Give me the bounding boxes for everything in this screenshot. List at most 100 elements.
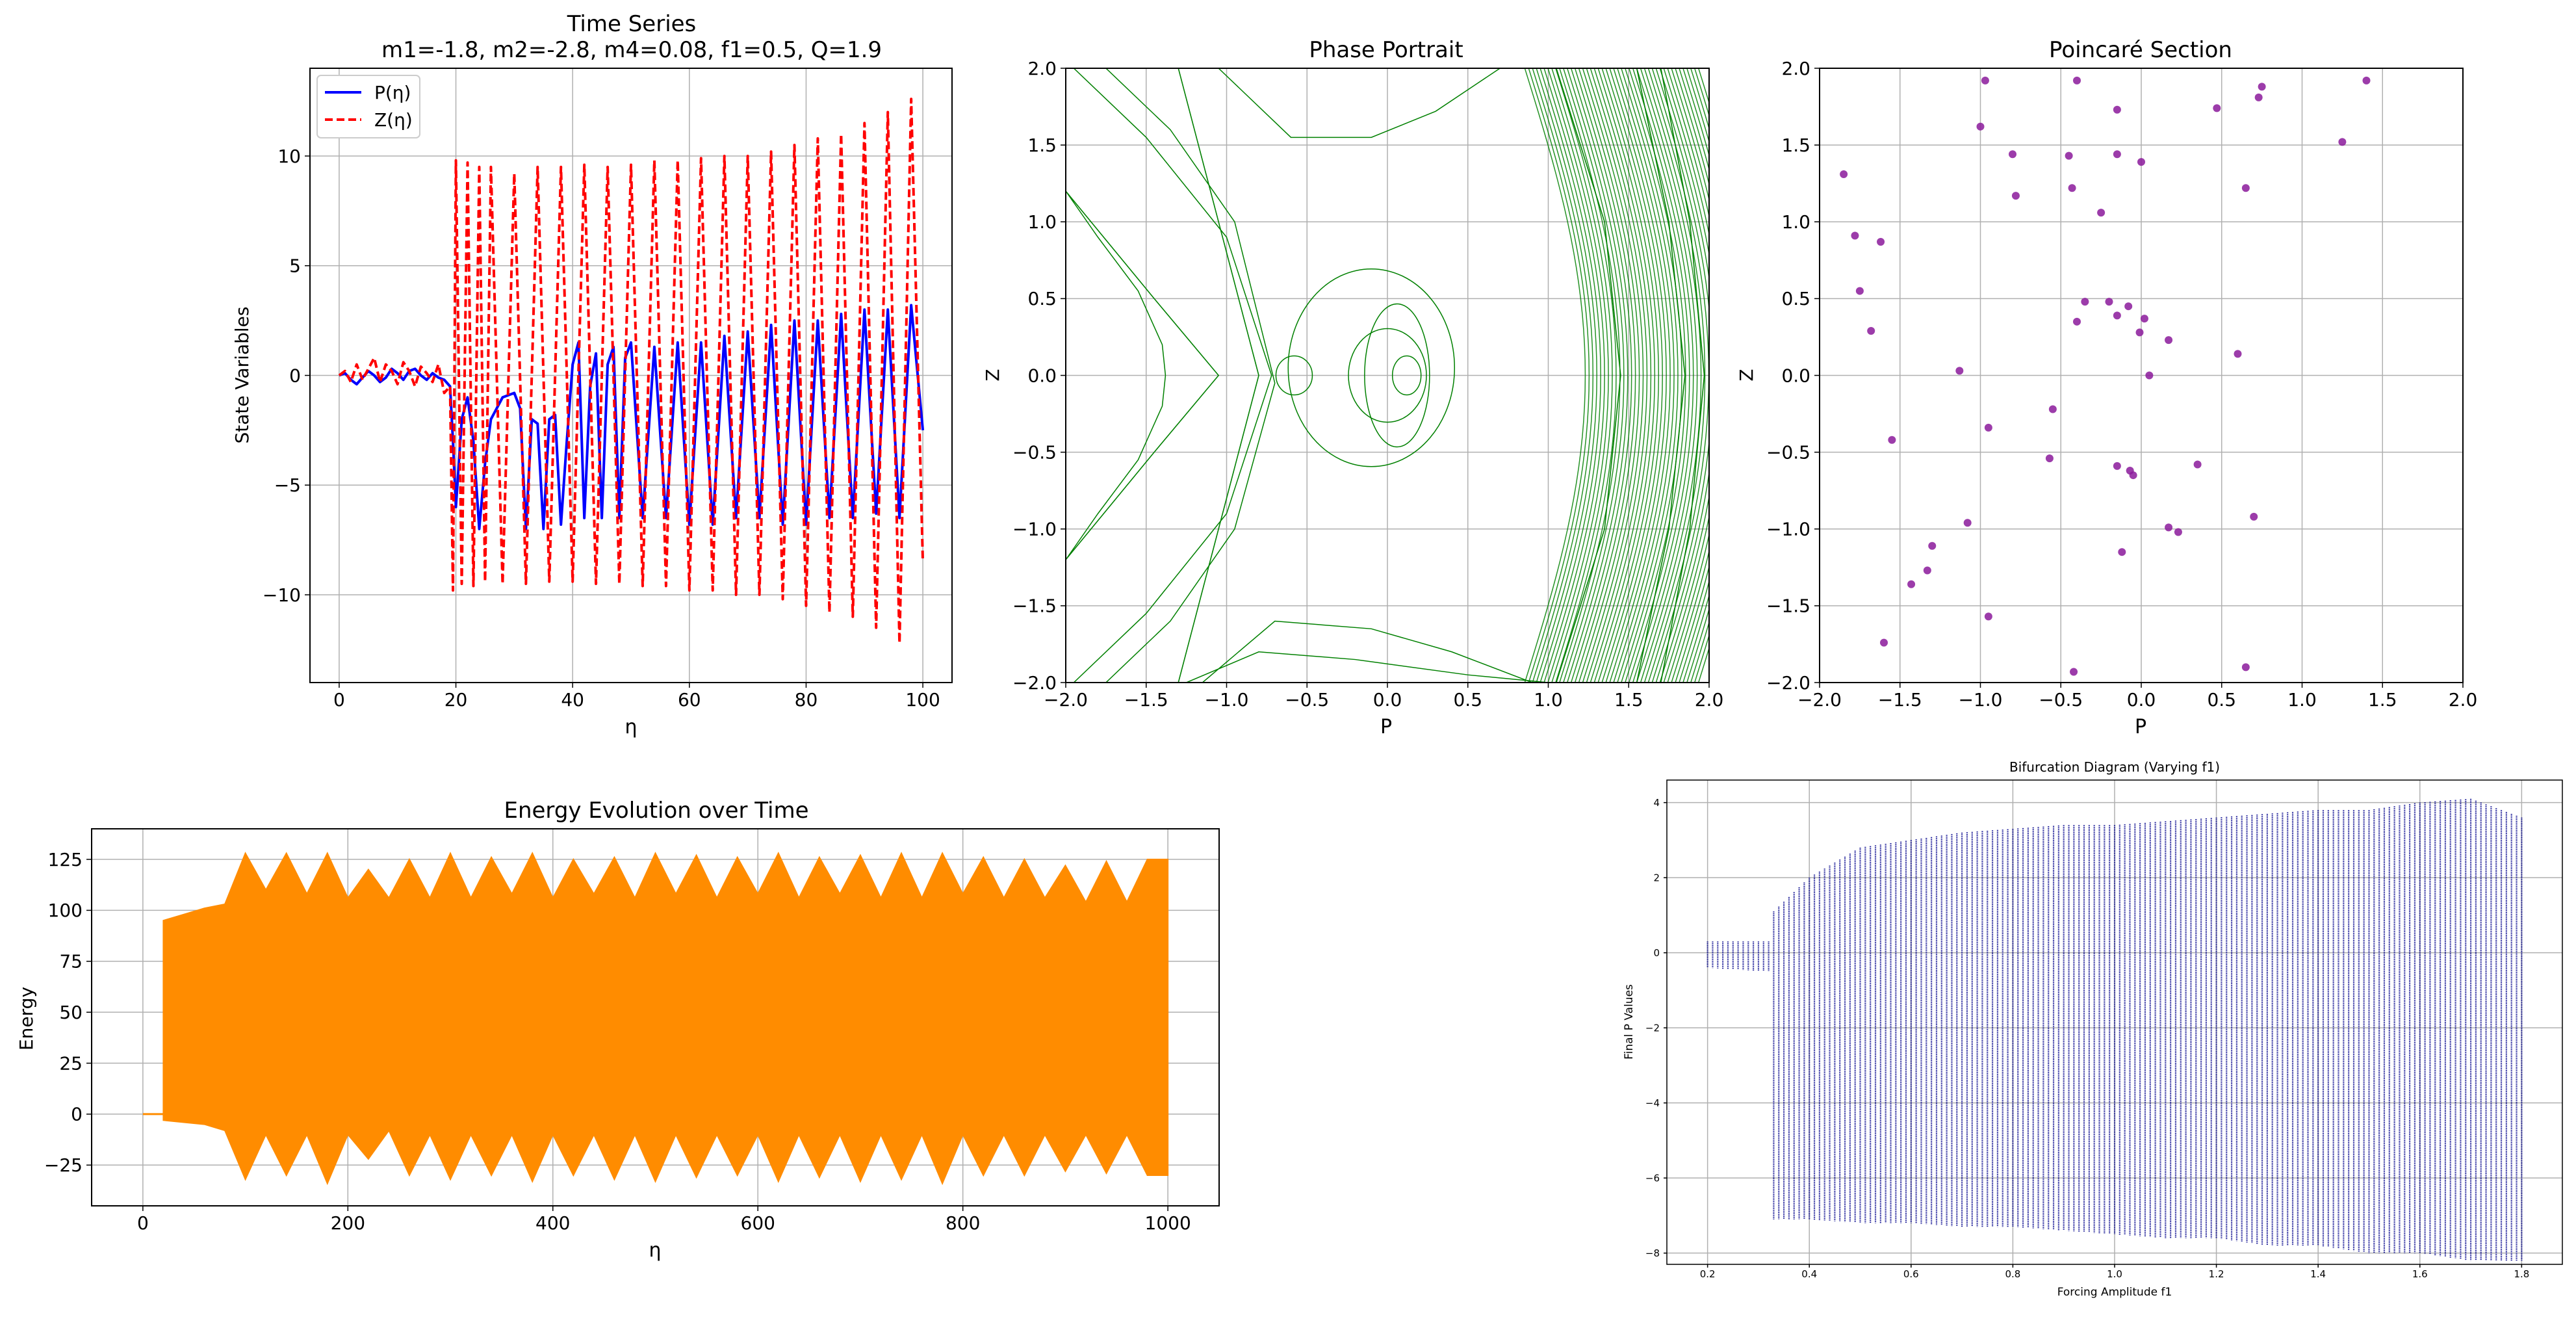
poincare-point — [2097, 209, 2106, 217]
y-tick-label: 4 — [1653, 797, 1660, 809]
y-tick-label: 10 — [277, 146, 301, 167]
y-tick-label: −2.0 — [1766, 672, 1810, 694]
y-tick-label: −0.5 — [1012, 441, 1057, 463]
orbit-curve — [1582, 68, 1644, 683]
orbit-curve — [1667, 68, 1709, 683]
phase-portrait-ticks: −2.0 −1.5 −1.0 −0.5 0.0 0.5 1.0 1.5 2.0 −2.0 −1.5 −… — [1012, 58, 1723, 711]
y-tick-label: −1.0 — [1012, 519, 1057, 540]
trajectory-guide — [1066, 190, 1220, 560]
separatrix-curve — [1202, 620, 1533, 683]
y-tick-label: 1.0 — [1027, 211, 1057, 233]
poincare-point — [1840, 170, 1848, 179]
x-tick-label: 0.8 — [2005, 1268, 2020, 1280]
orbit-curve — [1597, 68, 1660, 683]
poincare-point — [2137, 158, 2145, 166]
orbit-curve — [1625, 68, 1686, 683]
x-tick-label: 1.0 — [2107, 1268, 2122, 1280]
trajectory-guide — [1178, 68, 1259, 683]
x-tick-label: 1.5 — [2368, 689, 2397, 711]
x-tick-label: 0.0 — [1373, 689, 1402, 711]
y-tick-label: −6 — [1645, 1172, 1660, 1184]
orbit-curve — [1671, 68, 1709, 683]
poincare-point — [1981, 76, 1989, 85]
y-tick-label: 1.5 — [1781, 135, 1810, 156]
energy-frame — [91, 828, 1220, 1206]
phase-portrait-panel: Phase Portrait −2.0 −1.5 −1.0 −0.5 0.0 0.5 1.0… — [982, 37, 1723, 738]
poincare-point — [2073, 317, 2081, 326]
poincare-point — [1984, 423, 1992, 432]
poincare-point — [2113, 105, 2121, 114]
bifurcation-ticks: 0.2 0.4 0.6 0.8 1.0 1.2 1.4 1.6 1.8 −8 −6 −4 −2 0 2 4 — [1645, 797, 2529, 1280]
orbit-curve — [1528, 68, 1590, 683]
poincare-point — [1976, 122, 1985, 131]
energy-xlabel: η — [649, 1239, 661, 1262]
x-tick-label: 100 — [905, 689, 940, 711]
time-series-panel: Time Series m1=-1.8, m2=-2.8, m4=0.08, f… — [231, 11, 953, 738]
y-tick-label: 2.0 — [1781, 58, 1810, 79]
orbit-curve — [1601, 68, 1663, 683]
poincare-point — [1984, 612, 1992, 621]
bifurcation-xlabel: Forcing Amplitude f1 — [2057, 1286, 2172, 1299]
poincare-point — [2011, 192, 2020, 200]
y-tick-label: 25 — [59, 1052, 83, 1074]
y-tick-label: 5 — [289, 255, 301, 277]
y-tick-label: 125 — [48, 849, 83, 870]
y-tick-label: −25 — [44, 1154, 83, 1176]
x-tick-label: −1.0 — [1205, 689, 1249, 711]
inner-loop — [1364, 303, 1430, 448]
x-tick-label: −2.0 — [1044, 689, 1088, 711]
series-z-line — [338, 98, 925, 645]
poincare-xlabel: P — [2135, 716, 2146, 738]
orbit-curve — [1617, 68, 1679, 683]
energy-ticks: 0 200 400 600 800 1000 −25 0 25 50 75 100 125 — [44, 849, 1191, 1234]
orbit-curve — [1524, 68, 1586, 683]
orbit-curve — [1613, 68, 1675, 683]
y-tick-label: −2.0 — [1012, 672, 1057, 694]
time-series-ticks: 0 20 40 60 80 100 −10 −5 0 5 10 — [263, 146, 940, 711]
inner-loop — [1348, 328, 1427, 423]
poincare-point — [2241, 663, 2250, 672]
x-tick-label: 200 — [331, 1212, 365, 1234]
x-tick-label: 0.6 — [1903, 1268, 1919, 1280]
orbit-curve — [1643, 68, 1706, 683]
poincare-point — [1888, 436, 1896, 444]
orbit-curve — [1605, 68, 1667, 683]
x-tick-label: 0.5 — [1453, 689, 1482, 711]
orbit-curve — [1663, 68, 1709, 683]
y-tick-label: −8 — [1645, 1247, 1660, 1259]
poincare-point — [2241, 184, 2250, 192]
legend-label-p: P(η) — [374, 82, 411, 103]
poincare-point — [2118, 548, 2126, 556]
poincare-point — [2113, 462, 2121, 470]
orbit-curve — [1539, 68, 1601, 683]
orbit-curve — [1578, 68, 1640, 683]
x-tick-label: 0.4 — [1801, 1268, 1817, 1280]
poincare-point — [2045, 454, 2054, 463]
x-tick-label: 400 — [535, 1212, 570, 1234]
phase-portrait-plot-area — [1066, 68, 1709, 683]
small-loop — [1391, 355, 1422, 396]
y-tick-label: 0.5 — [1027, 288, 1057, 309]
poincare-point — [1955, 367, 1964, 375]
x-tick-label: 40 — [561, 689, 584, 711]
x-tick-label: −1.0 — [1959, 689, 2003, 711]
orbit-curve — [1632, 68, 1694, 683]
poincare-panel: Poincaré Section −2.0 −1.5 −1.0 −0.5 0.0 0.5 1… — [1736, 37, 2477, 738]
orbit-curve — [1651, 68, 1709, 683]
poincare-point — [2254, 93, 2263, 101]
separatrix-curve — [1105, 68, 1276, 683]
x-tick-label: −0.5 — [2039, 689, 2083, 711]
y-tick-label: 0.5 — [1781, 288, 1810, 309]
poincare-point — [2068, 184, 2076, 192]
orbit-curve — [1574, 68, 1636, 683]
poincare-point — [2165, 523, 2173, 532]
x-tick-label: −0.5 — [1285, 689, 1329, 711]
orbit-curve — [1675, 68, 1709, 683]
poincare-point — [2193, 460, 2202, 469]
poincare-point — [1907, 580, 1916, 588]
trajectory-guide — [1556, 68, 1621, 683]
orbit-curve — [1609, 68, 1671, 683]
x-tick-label: −1.5 — [1878, 689, 1922, 711]
phase-portrait-title: Phase Portrait — [1309, 37, 1463, 63]
